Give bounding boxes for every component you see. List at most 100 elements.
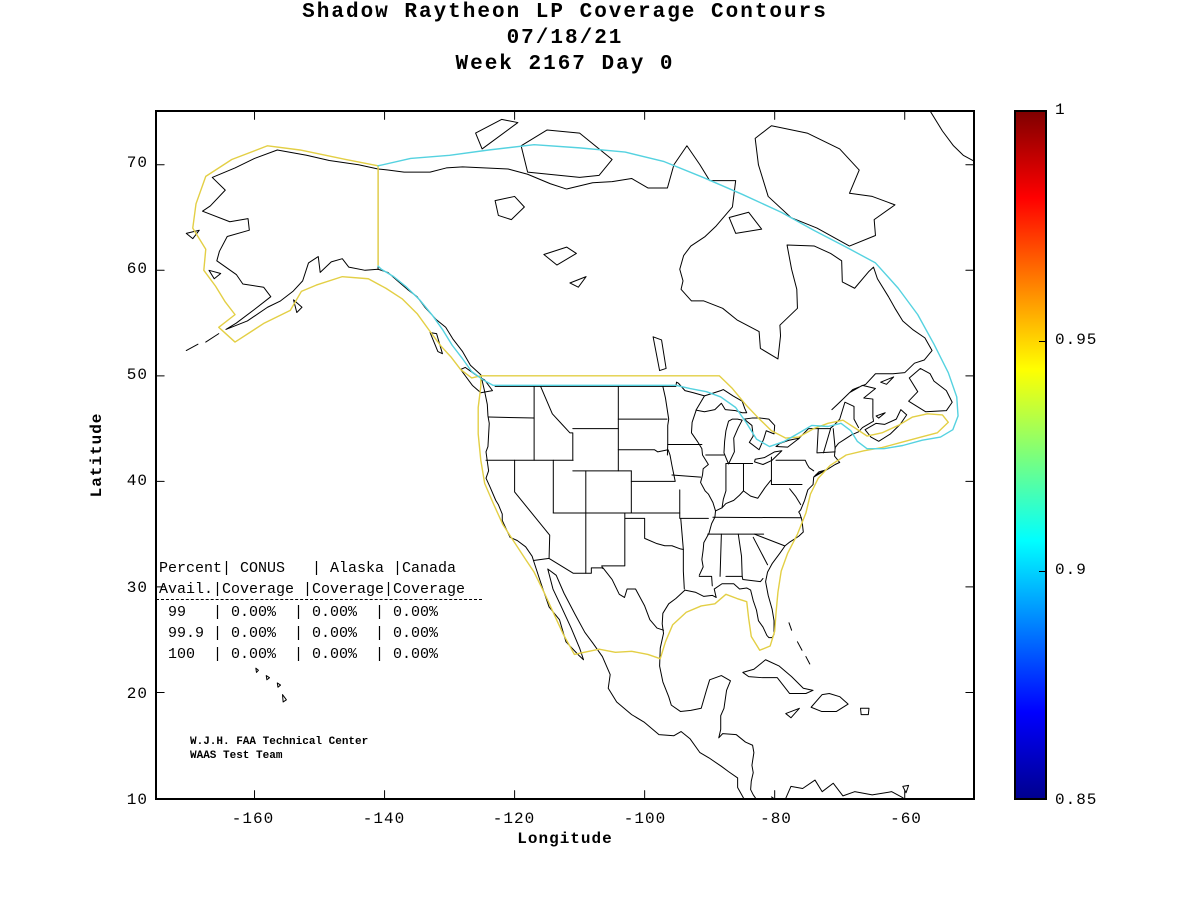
coverage-map-plot [155, 110, 975, 800]
us-canada-border-east [798, 402, 858, 439]
coverage-table-divider [156, 599, 482, 600]
baffin-island [755, 126, 895, 246]
lake-ontario [776, 438, 799, 447]
axis-ticks [157, 112, 973, 798]
y-tick-label: 30 [126, 579, 148, 597]
us-mexico-border [533, 558, 663, 630]
colorbar-tick-label: 0.85 [1055, 791, 1098, 809]
state-line-ca-nv [515, 460, 550, 558]
coverage-table-header-1: Percent| CONUS | Alaska |Canada [159, 560, 457, 577]
state-line-ga-al [738, 534, 742, 576]
y-tick-label: 40 [126, 472, 148, 490]
state-line-potomac [790, 489, 801, 505]
colorbar-tick [1039, 341, 1045, 342]
state-line-40n-missouri-river [618, 450, 675, 482]
us-canada-border [495, 382, 704, 396]
colorbar-tick-label: 0.9 [1055, 561, 1087, 579]
state-line-al-ms [720, 534, 721, 576]
great-slave-lake [544, 247, 577, 265]
coverage-table-header-2: Avail.|Coverage |Coverage|Coverage [159, 581, 466, 598]
x-tick-label: -100 [623, 810, 667, 828]
x-tick-label: -80 [760, 810, 792, 828]
colorbar-tick [1039, 571, 1045, 572]
banks-island [476, 119, 518, 149]
hispaniola-island [811, 694, 848, 712]
lake-michigan [724, 419, 742, 464]
state-line-ohio-river [716, 480, 771, 511]
contour-090-cyan [378, 145, 958, 449]
great-bear-lake [495, 196, 524, 219]
north-america-map [157, 112, 973, 798]
lake-winnipeg [653, 337, 666, 371]
coastlines [186, 112, 973, 798]
colorbar [1014, 110, 1047, 800]
trinidad-island [903, 785, 909, 792]
victoria-island [521, 130, 612, 177]
state-line-wa-or [489, 417, 535, 418]
y-tick-label: 20 [126, 685, 148, 703]
nova-scotia [865, 410, 907, 442]
state-line-mississippi-river [691, 411, 715, 576]
lake-athabasca [570, 277, 586, 288]
nunivak-island [209, 270, 221, 278]
colorbar-tick-label: 1 [1055, 101, 1066, 119]
lake-erie [755, 451, 782, 465]
state-line-red-river-mn [663, 386, 669, 455]
x-tick-label: -140 [362, 810, 406, 828]
state-line-nm-tx [602, 513, 625, 568]
contour-095-yellow [193, 146, 949, 659]
vancouver-island [461, 367, 493, 392]
hawaii-islands [256, 668, 287, 702]
x-tick-label: -160 [231, 810, 275, 828]
state-line-texas [625, 518, 684, 589]
south-america-coastline [771, 780, 908, 798]
jamaica-island [786, 708, 800, 717]
credit-line-1: W.J.H. FAA Technical Center [190, 736, 369, 748]
lake-superior [696, 390, 747, 413]
prince-edward-island [876, 413, 885, 418]
haida-gwaii-islands [430, 333, 442, 354]
lake-huron [744, 418, 775, 450]
colorbar-tick-label: 0.95 [1055, 331, 1098, 349]
coverage-table-row: 99.9 | 0.00% | 0.00% | 0.00% [159, 625, 439, 642]
coverage-table-row: 99 | 0.00% | 0.00% | 0.00% [159, 604, 439, 621]
figure-date: 07/18/21 [506, 27, 624, 50]
figure-title: Shadow Raytheon LP Coverage Contours [302, 1, 828, 24]
state-line-idaho [541, 386, 573, 460]
y-axis-label: Latitude [88, 412, 106, 498]
state-line-il-in [722, 463, 726, 507]
bahamas-islands [789, 623, 810, 664]
state-line-ky-tn-va-nc [713, 517, 801, 518]
state-line-mo-ks-ar [680, 490, 709, 550]
puerto-rico-island [861, 708, 869, 714]
y-tick-label: 60 [126, 260, 148, 278]
state-line-nc-sc [755, 534, 785, 546]
southampton-island [729, 212, 762, 233]
left-ticks [157, 165, 164, 693]
y-tick-label: 50 [126, 366, 148, 384]
x-axis-label: Longitude [517, 830, 613, 848]
anticosti-island [881, 377, 894, 384]
state-line-ia-mo [672, 475, 701, 477]
coverage-table-row: 100 | 0.00% | 0.00% | 0.00% [159, 646, 439, 663]
figure-week-day: Week 2167 Day 0 [455, 53, 675, 76]
state-line-31n [699, 576, 763, 585]
state-borders [486, 382, 859, 630]
top-ticks [255, 112, 905, 119]
long-island [814, 469, 827, 476]
aleutian-islands [186, 334, 219, 351]
y-tick-label: 10 [126, 791, 148, 809]
x-tick-label: -120 [492, 810, 536, 828]
kodiak-island [294, 300, 302, 313]
state-line-sc-ga [753, 537, 767, 564]
right-ticks [966, 165, 973, 693]
title-block: Shadow Raytheon LP Coverage Contours 07/… [155, 0, 975, 78]
cuba-island [743, 660, 813, 694]
greenland-coast [931, 112, 973, 161]
credit-line-2: WAAS Test Team [190, 750, 283, 762]
bottom-ticks [255, 791, 905, 798]
x-tick-label: -60 [890, 810, 922, 828]
state-line-pa-ny [776, 460, 814, 471]
coverage-contours [193, 145, 958, 659]
y-tick-label: 70 [126, 154, 148, 172]
